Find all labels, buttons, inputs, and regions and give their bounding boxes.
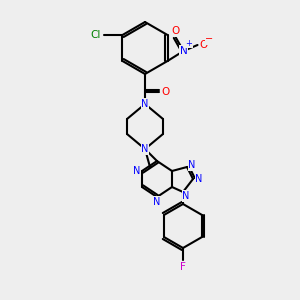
Text: N: N (188, 160, 196, 170)
Text: O: O (171, 26, 180, 36)
Text: N: N (133, 166, 141, 176)
Text: N: N (180, 46, 188, 56)
Text: N: N (153, 197, 161, 207)
Text: F: F (180, 262, 186, 272)
Text: O: O (200, 40, 208, 50)
Text: N: N (141, 144, 149, 154)
Text: N: N (182, 191, 190, 201)
Text: +: + (185, 38, 192, 47)
Text: Cl: Cl (90, 30, 101, 40)
Text: −: − (206, 34, 214, 44)
Text: O: O (162, 87, 170, 97)
Text: N: N (141, 99, 149, 109)
Text: N: N (195, 174, 203, 184)
